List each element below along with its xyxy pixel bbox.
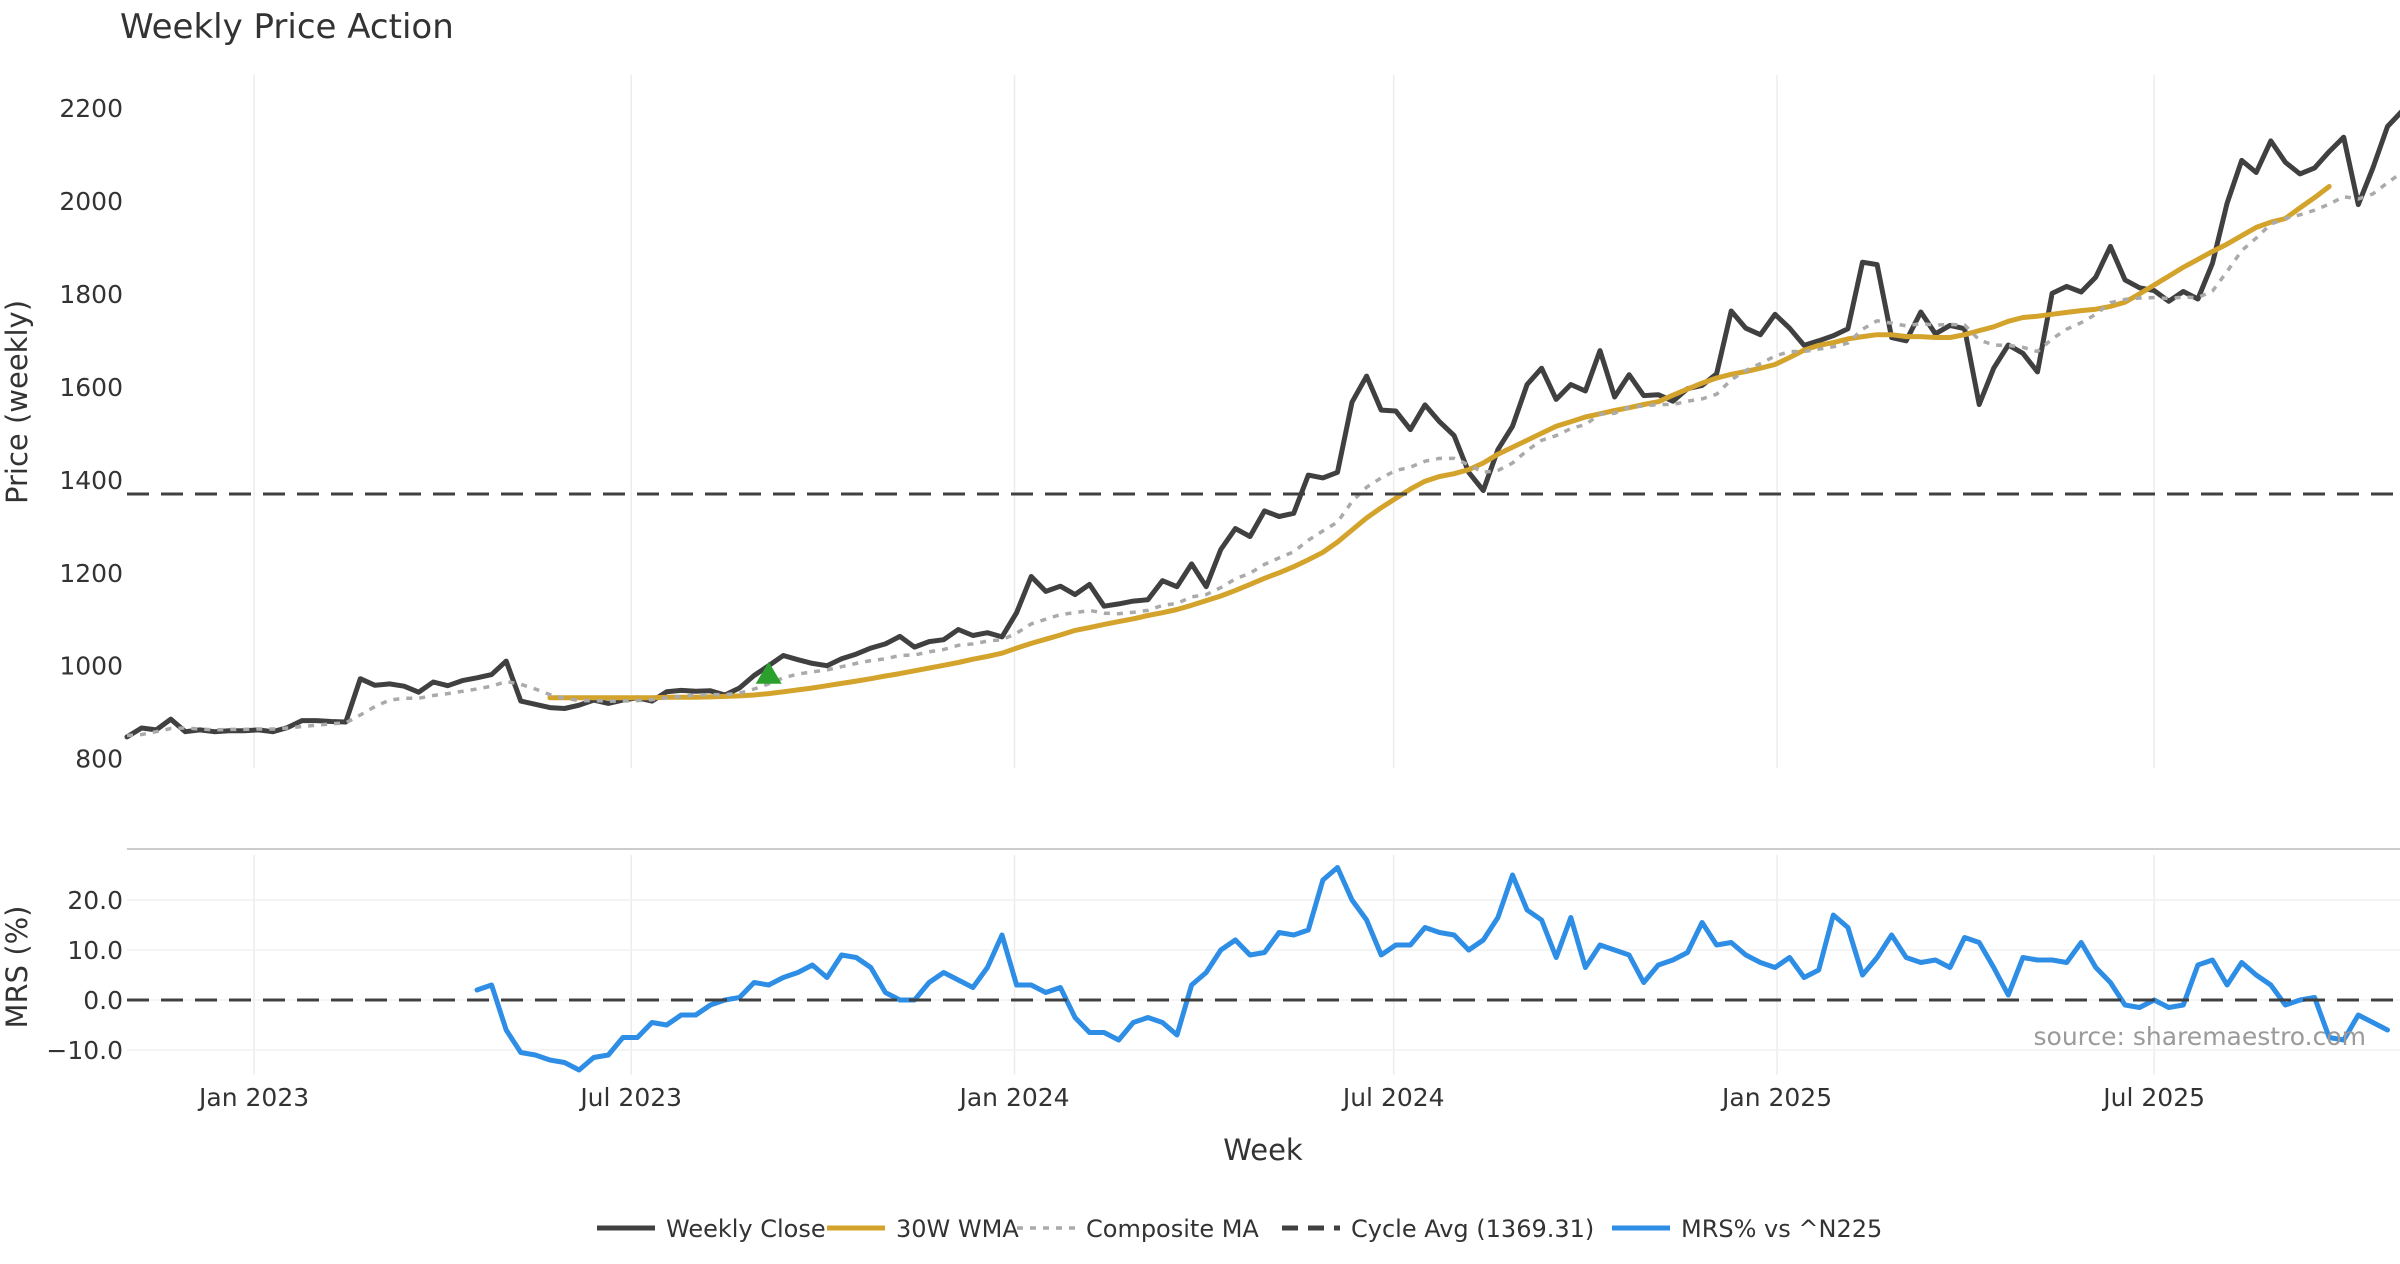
legend: Weekly Close 30W WMA Composite MA Cycle Avg…: [597, 1215, 1882, 1243]
legend-entry-label: MRS% vs ^N225: [1681, 1215, 1882, 1243]
mrs-y-tick-label: 0.0: [83, 986, 123, 1015]
x-tick-label: Jul 2024: [1341, 1083, 1445, 1112]
price-y-tick-label: 1600: [59, 373, 123, 402]
price-y-tick-label: 1800: [59, 280, 123, 309]
price-y-tick-label: 1000: [59, 652, 123, 681]
buy-signal-marker: [755, 661, 782, 684]
x-tick-label: Jul 2023: [578, 1083, 682, 1112]
legend-entry-label: Cycle Avg (1369.31): [1351, 1215, 1594, 1243]
price-series: [124, 109, 2400, 740]
price-y-tick-label: 800: [75, 745, 123, 774]
x-ticks: Jan 2023 Jul 2023 Jan 2024 Jul 2024 Jan 2025…: [197, 1083, 2205, 1112]
legend-entry-label: Composite MA: [1086, 1215, 1259, 1243]
price-y-tick-label: 2000: [59, 187, 123, 216]
source-note: source: sharemaestro.com: [2034, 1022, 2367, 1051]
x-tick-label: Jan 2024: [957, 1083, 1069, 1112]
mrs-y-tick-label: −10.0: [46, 1036, 123, 1065]
price-series-30w-wma: [547, 184, 2332, 701]
price-series-composite-ma: [126, 171, 2400, 738]
chart-title: Weekly Price Action: [120, 7, 454, 47]
price-y-tick-label: 2200: [59, 94, 123, 123]
price-y-tick-label: 1400: [59, 466, 123, 495]
x-tick-label: Jan 2023: [197, 1083, 309, 1112]
mrs-y-tick-label: 20.0: [67, 886, 123, 915]
x-tick-label: Jan 2025: [1720, 1083, 1832, 1112]
price-y-tick-label: 1200: [59, 559, 123, 588]
price-y-ticks: 800 1000 1200 1400 1600 1800 2000 2200: [59, 94, 123, 774]
legend-entry-label: 30W WMA: [896, 1215, 1019, 1243]
mrs-y-ticks: −10.0 0.0 10.0 20.0: [46, 886, 123, 1065]
price-y-axis-label: Price (weekly): [0, 300, 34, 504]
x-tick-label: Jul 2025: [2101, 1083, 2205, 1112]
mrs-panel: −10.0 0.0 10.0 20.0 MRS (%): [0, 855, 2400, 1075]
x-axis-label: Week: [1223, 1133, 1303, 1167]
mrs-series: [127, 865, 2400, 1073]
legend-entry-label: Weekly Close: [666, 1215, 826, 1243]
price-panel: 800 1000 1200 1400 1600 1800 2000 2200 Price (w…: [0, 75, 2400, 774]
price-series-weekly-close: [124, 109, 2400, 740]
price-grid: [253, 75, 2155, 768]
price-markers: [755, 661, 782, 684]
mrs-series-mrs-vs-n225: [474, 865, 2390, 1073]
mrs-y-axis-label: MRS (%): [0, 906, 34, 1029]
mrs-y-tick-label: 10.0: [67, 936, 123, 965]
